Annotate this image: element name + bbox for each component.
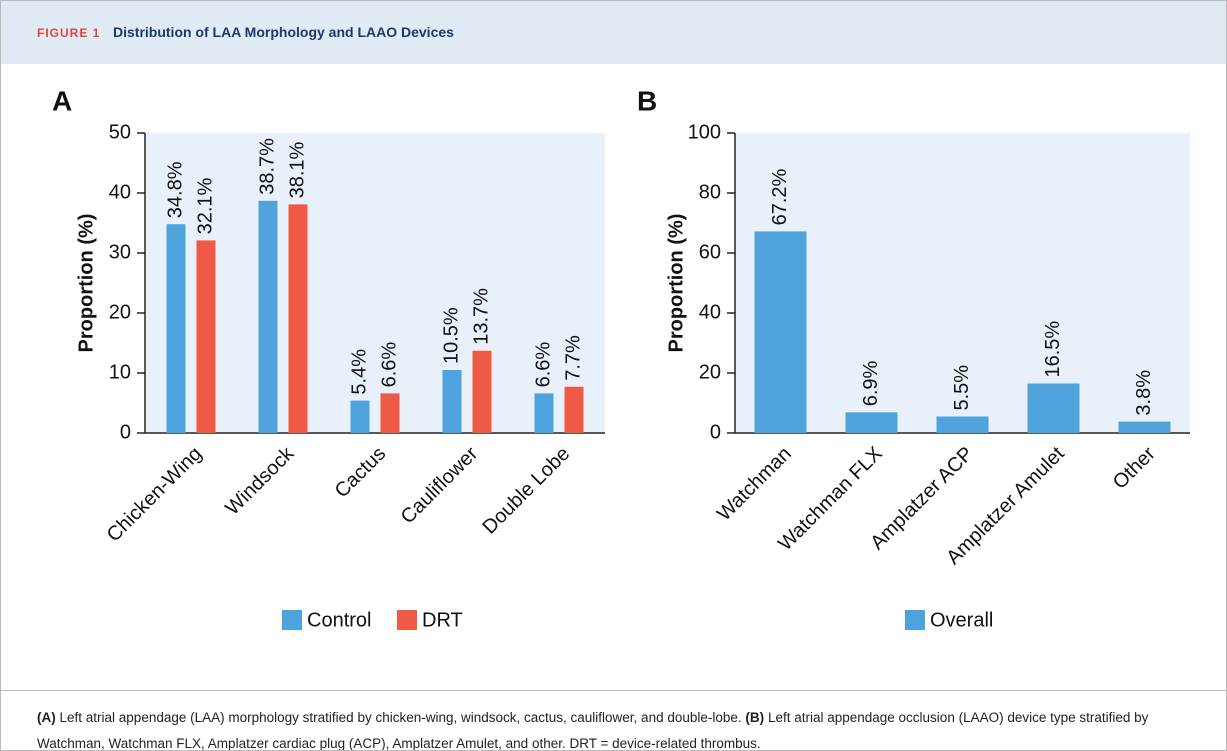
bar [472,350,492,433]
y-axis-label: Proportion (%) [75,214,97,353]
bar [1027,383,1080,433]
caption-label: (A) [37,710,56,725]
y-tick-label: 30 [109,241,131,263]
value-label: 16.5% [1042,321,1064,378]
y-tick-label: 60 [699,241,721,263]
legend-swatch [282,610,302,630]
caption-text: Left atrial appendage (LAA) morphology s… [59,710,742,725]
y-tick-label: 100 [688,121,721,143]
panel-label: A [52,85,72,116]
y-tick-label: 40 [109,181,131,203]
y-tick-label: 80 [699,181,721,203]
bar [288,204,308,433]
legend-swatch [397,610,417,630]
plot-area [145,133,605,433]
value-label: 34.8% [164,161,186,218]
bar [380,393,400,433]
bar [754,231,807,433]
value-label: 38.1% [286,141,308,198]
plot-area [735,133,1190,433]
y-axis-label: Proportion (%) [665,214,687,353]
figure-label: FIGURE 1 [37,26,101,40]
value-label: 5.4% [348,349,370,395]
value-label: 10.5% [440,307,462,364]
x-tick-label: Other [1109,442,1160,493]
caption-text: Left atrial appendage occlusion (LAAO) d… [37,710,1149,751]
value-label: 13.7% [470,288,492,345]
value-label: 38.7% [256,138,278,195]
x-tick-label: Chicken-Wing [103,443,207,547]
legend-label: DRT [422,609,463,631]
x-tick-label: Watchman [713,443,796,526]
y-tick-label: 0 [710,421,721,443]
bar [936,416,989,433]
y-tick-label: 0 [120,421,131,443]
value-label: 6.6% [378,342,400,388]
x-tick-label: Windsock [221,442,299,520]
x-tick-label: Cactus [331,443,391,503]
figure-header: FIGURE 1 Distribution of LAA Morphology … [0,0,1227,64]
value-label: 5.5% [951,365,973,411]
bar [350,400,370,433]
bar [564,386,584,433]
legend-label: Overall [930,609,993,631]
bar [1118,421,1171,433]
value-label: 7.7% [562,335,584,381]
charts: A Proportion (%) 0 10 20 30 40 50 Chicken-Wing 34… [52,85,1190,631]
figure-title: Distribution of LAA Morphology and LAAO … [113,24,454,40]
bar [534,393,554,433]
value-label: 6.6% [532,342,554,388]
y-tick-label: 50 [109,121,131,143]
y-tick-label: 20 [109,301,131,323]
x-tick-label: Cauliflower [397,442,483,528]
y-tick-label: 10 [109,361,131,383]
value-label: 3.8% [1133,370,1155,416]
bar [258,200,278,433]
legend-label: Control [307,609,371,631]
panel-label: B [637,85,657,116]
bar [196,240,216,433]
value-label: 6.9% [860,360,882,406]
value-label: 67.2% [769,168,791,225]
bar [166,224,186,433]
value-label: 32.1% [194,177,216,234]
caption: (A) Left atrial appendage (LAA) morpholo… [37,705,1197,751]
separator [0,690,1227,691]
caption-label: (B) [745,710,765,725]
y-tick-label: 40 [699,301,721,323]
legend-swatch [905,610,925,630]
bar [845,412,898,433]
y-tick-label: 20 [699,361,721,383]
x-tick-label: Double Lobe [479,443,575,539]
bar [442,370,462,433]
